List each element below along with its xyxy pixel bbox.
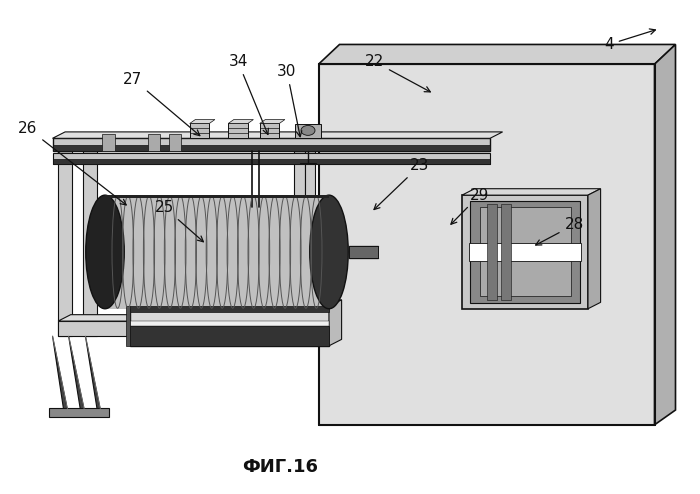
- Polygon shape: [318, 44, 676, 64]
- Polygon shape: [130, 306, 329, 346]
- Polygon shape: [52, 153, 490, 164]
- Polygon shape: [228, 124, 248, 138]
- Text: 29: 29: [451, 188, 489, 224]
- Polygon shape: [588, 189, 601, 309]
- Polygon shape: [49, 408, 108, 417]
- Text: 25: 25: [155, 200, 204, 242]
- Polygon shape: [105, 195, 329, 198]
- Polygon shape: [304, 151, 315, 336]
- Polygon shape: [52, 145, 490, 151]
- Polygon shape: [83, 151, 97, 336]
- Text: 27: 27: [123, 72, 199, 136]
- Polygon shape: [190, 120, 215, 124]
- Polygon shape: [295, 124, 321, 138]
- Polygon shape: [52, 159, 490, 164]
- Polygon shape: [102, 134, 115, 151]
- Polygon shape: [126, 306, 130, 346]
- Polygon shape: [318, 64, 654, 425]
- Polygon shape: [130, 306, 329, 312]
- Polygon shape: [654, 44, 675, 425]
- Polygon shape: [85, 336, 101, 415]
- Ellipse shape: [85, 195, 125, 309]
- Polygon shape: [130, 326, 329, 346]
- Polygon shape: [69, 336, 85, 415]
- Polygon shape: [52, 336, 69, 415]
- Text: ФИГ.16: ФИГ.16: [242, 458, 318, 476]
- Polygon shape: [260, 120, 285, 124]
- Polygon shape: [294, 151, 304, 336]
- Polygon shape: [130, 300, 342, 306]
- Polygon shape: [148, 134, 160, 151]
- Text: 26: 26: [18, 121, 126, 205]
- Polygon shape: [58, 151, 72, 336]
- Polygon shape: [228, 120, 253, 124]
- Polygon shape: [190, 124, 209, 138]
- Text: 34: 34: [228, 54, 268, 134]
- Text: 4: 4: [604, 29, 655, 52]
- Polygon shape: [462, 195, 588, 309]
- Polygon shape: [52, 132, 503, 138]
- Polygon shape: [130, 321, 329, 326]
- Polygon shape: [469, 243, 581, 261]
- Polygon shape: [260, 124, 279, 138]
- Polygon shape: [52, 138, 490, 151]
- Polygon shape: [58, 315, 331, 321]
- Polygon shape: [470, 201, 580, 303]
- Circle shape: [301, 125, 315, 135]
- Polygon shape: [480, 207, 570, 296]
- Polygon shape: [329, 300, 342, 346]
- Text: 30: 30: [277, 64, 302, 137]
- Text: 22: 22: [365, 54, 430, 92]
- Polygon shape: [105, 195, 329, 309]
- Polygon shape: [500, 204, 511, 300]
- Polygon shape: [169, 134, 181, 151]
- Polygon shape: [349, 246, 378, 258]
- Polygon shape: [486, 204, 497, 300]
- Text: 23: 23: [374, 158, 430, 209]
- Text: 28: 28: [536, 217, 584, 245]
- Polygon shape: [462, 189, 601, 195]
- Polygon shape: [58, 321, 318, 336]
- Ellipse shape: [309, 195, 349, 309]
